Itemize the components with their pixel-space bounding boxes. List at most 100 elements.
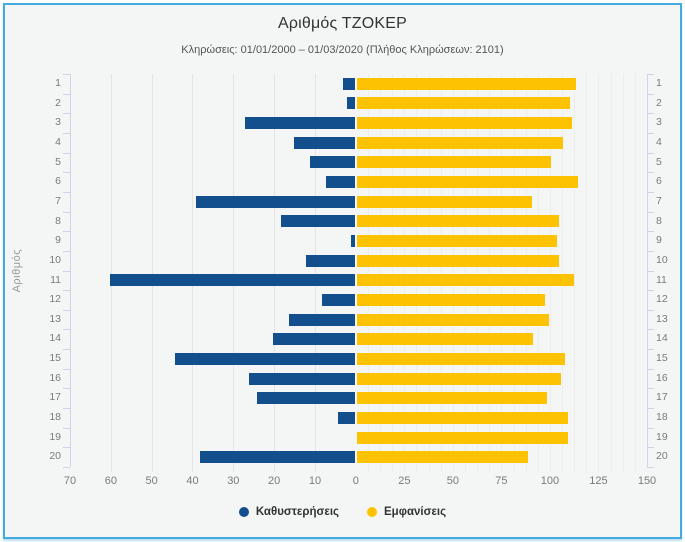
gridline-left: [233, 74, 235, 472]
bar-delay[interactable]: [350, 235, 355, 248]
bar-appearance[interactable]: [356, 313, 549, 326]
bar-delay[interactable]: [346, 97, 355, 110]
gridline-left: [151, 74, 153, 472]
right-axis-tick: [647, 113, 654, 114]
left-axis-tick: [63, 369, 70, 370]
bar-delay[interactable]: [293, 136, 355, 149]
left-axis-tick: [63, 310, 70, 311]
category-label-right: 4: [656, 135, 662, 148]
bar-delay[interactable]: [248, 372, 355, 385]
bar-appearance[interactable]: [356, 392, 548, 405]
bar-appearance[interactable]: [356, 293, 546, 306]
category-label-right: 7: [656, 194, 662, 207]
bar-appearance[interactable]: [356, 156, 551, 169]
bar-delay[interactable]: [256, 392, 355, 405]
bar-appearance[interactable]: [356, 274, 575, 287]
x-tick-label-left: 40: [186, 475, 199, 487]
bar-delay[interactable]: [109, 274, 355, 287]
right-axis-tick: [647, 133, 654, 134]
x-tick-label-left: 0: [352, 475, 359, 487]
bar-delay[interactable]: [326, 176, 355, 189]
x-tick-label-right: 125: [589, 475, 608, 487]
bar-delay[interactable]: [342, 77, 355, 90]
bar-appearance[interactable]: [356, 333, 534, 346]
bar-appearance[interactable]: [356, 411, 569, 424]
bar-appearance[interactable]: [356, 195, 532, 208]
category-label-left: 12: [49, 293, 61, 306]
x-tick-label-right: 100: [540, 475, 560, 487]
bar-appearance[interactable]: [356, 254, 559, 267]
category-label-left: 8: [55, 214, 61, 227]
right-axis-tick: [647, 231, 654, 232]
category-label-left: 20: [49, 450, 61, 463]
right-axis-line: [647, 74, 648, 467]
category-label-left: 19: [49, 430, 61, 443]
left-axis-tick: [63, 251, 70, 252]
category-label-right: 19: [656, 430, 668, 443]
bar-delay[interactable]: [289, 313, 355, 326]
right-axis-tick: [647, 349, 654, 350]
category-label-right: 3: [656, 116, 662, 129]
right-axis-tick: [647, 388, 654, 389]
category-label-right: 5: [656, 155, 662, 168]
gridline-right: [489, 74, 491, 472]
right-axis-tick: [647, 428, 654, 429]
category-label-right: 13: [656, 312, 668, 325]
bar-delay[interactable]: [244, 117, 355, 130]
bar-delay[interactable]: [305, 254, 355, 267]
bar-delay[interactable]: [273, 333, 355, 346]
right-axis-tick: [647, 408, 654, 409]
gridline-right: [392, 74, 394, 472]
left-axis-tick: [63, 74, 70, 75]
right-axis-tick: [647, 212, 654, 213]
bar-appearance[interactable]: [356, 352, 565, 365]
bar-appearance[interactable]: [356, 235, 557, 248]
bar-appearance[interactable]: [356, 451, 528, 464]
bar-appearance[interactable]: [356, 372, 561, 385]
bar-appearance[interactable]: [356, 176, 579, 189]
gridline-right: [586, 74, 588, 472]
bar-delay[interactable]: [322, 293, 355, 306]
left-axis-tick: [63, 290, 70, 291]
gridline-left: [274, 74, 276, 472]
right-axis-tick: [647, 172, 654, 173]
bar-appearance[interactable]: [356, 431, 569, 444]
legend-item-delays[interactable]: Καθυστερήσεις: [238, 506, 339, 518]
bar-delay[interactable]: [175, 352, 355, 365]
bar-appearance[interactable]: [356, 136, 563, 149]
gridline-left: [110, 74, 112, 472]
right-axis-tick: [647, 329, 654, 330]
bar-appearance[interactable]: [356, 97, 571, 110]
x-tick-label-left: 20: [268, 475, 281, 487]
category-label-left: 3: [55, 116, 61, 129]
category-labels-right: 1 2 3 4 5 6 7 8 9 10 11 12 13 14 15 16 17 18 19 20: [656, 74, 685, 467]
appearances-legend-dot-icon: [367, 507, 378, 517]
x-tick-label-left: 50: [145, 475, 158, 487]
bar-appearance[interactable]: [356, 215, 559, 228]
bar-appearance[interactable]: [356, 77, 577, 90]
category-label-left: 11: [50, 273, 61, 286]
gridline-right: [525, 74, 527, 472]
left-axis-tick: [63, 329, 70, 330]
gridline-right: [537, 74, 539, 472]
gridline-right: [440, 74, 442, 472]
bar-delay[interactable]: [281, 215, 355, 228]
bar-delay[interactable]: [309, 156, 355, 169]
gridline-right: [465, 74, 466, 472]
left-axis-tick: [63, 428, 70, 429]
legend-label-appearances: Εμφανίσεις: [384, 506, 447, 518]
bar-delay[interactable]: [199, 451, 355, 464]
bar-appearance[interactable]: [356, 117, 573, 130]
right-axis-tick: [647, 467, 654, 468]
x-tick-label-left: 10: [308, 475, 322, 487]
left-axis-tick: [63, 388, 70, 389]
gridline-right: [380, 74, 382, 472]
left-axis-tick: [63, 408, 70, 409]
bar-delay[interactable]: [195, 195, 355, 208]
gridline-left: [314, 74, 316, 472]
category-label-left: 17: [49, 391, 61, 404]
bar-delay[interactable]: [338, 411, 355, 424]
left-axis-tick: [63, 349, 70, 350]
legend-item-appearances[interactable]: Εμφανίσεις: [367, 506, 446, 518]
